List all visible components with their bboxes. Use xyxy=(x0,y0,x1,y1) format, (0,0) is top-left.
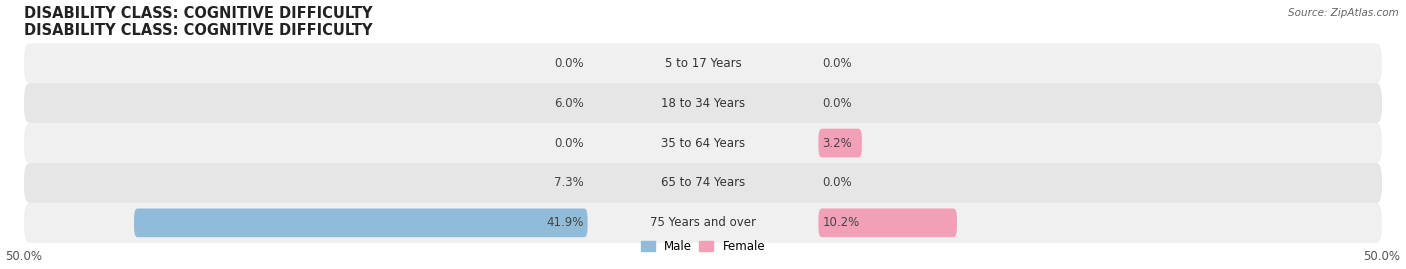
Text: 7.3%: 7.3% xyxy=(554,176,583,189)
Text: 3.2%: 3.2% xyxy=(823,137,852,150)
FancyBboxPatch shape xyxy=(24,43,1382,83)
Text: 75 Years and over: 75 Years and over xyxy=(650,216,756,229)
Text: DISABILITY CLASS: COGNITIVE DIFFICULTY: DISABILITY CLASS: COGNITIVE DIFFICULTY xyxy=(24,6,373,22)
Text: Source: ZipAtlas.com: Source: ZipAtlas.com xyxy=(1288,8,1399,18)
FancyBboxPatch shape xyxy=(134,208,588,237)
Text: 5 to 17 Years: 5 to 17 Years xyxy=(665,57,741,70)
FancyBboxPatch shape xyxy=(24,203,1382,243)
FancyBboxPatch shape xyxy=(818,208,957,237)
FancyBboxPatch shape xyxy=(24,123,1382,163)
Text: 0.0%: 0.0% xyxy=(554,137,583,150)
Legend: Male, Female: Male, Female xyxy=(641,240,765,253)
Text: 65 to 74 Years: 65 to 74 Years xyxy=(661,176,745,189)
Text: 41.9%: 41.9% xyxy=(546,216,583,229)
Text: 0.0%: 0.0% xyxy=(823,176,852,189)
Text: 6.0%: 6.0% xyxy=(554,97,583,110)
Text: 0.0%: 0.0% xyxy=(823,57,852,70)
FancyBboxPatch shape xyxy=(24,83,1382,123)
Text: 0.0%: 0.0% xyxy=(823,97,852,110)
FancyBboxPatch shape xyxy=(24,163,1382,203)
Text: 0.0%: 0.0% xyxy=(554,57,583,70)
Text: 35 to 64 Years: 35 to 64 Years xyxy=(661,137,745,150)
Text: DISABILITY CLASS: COGNITIVE DIFFICULTY: DISABILITY CLASS: COGNITIVE DIFFICULTY xyxy=(24,23,373,38)
Text: 10.2%: 10.2% xyxy=(823,216,859,229)
FancyBboxPatch shape xyxy=(818,129,862,157)
Text: 18 to 34 Years: 18 to 34 Years xyxy=(661,97,745,110)
